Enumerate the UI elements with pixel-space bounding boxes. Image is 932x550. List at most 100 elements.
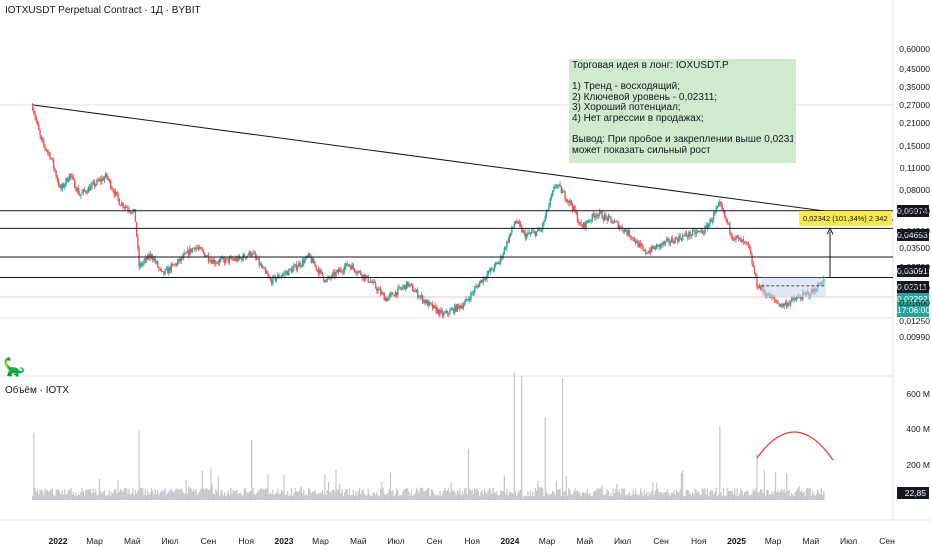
volume-curve[interactable] xyxy=(756,431,834,461)
candle-body xyxy=(794,299,797,301)
trendline[interactable] xyxy=(32,104,894,221)
volume-bar xyxy=(159,492,161,500)
candle-body xyxy=(491,268,493,270)
volume-bar xyxy=(540,486,543,500)
candle-body xyxy=(502,253,504,258)
volume-bar xyxy=(332,489,335,500)
volume-bar xyxy=(503,475,505,500)
measure-label[interactable]: 0,02342 (101,34%) 2 342 xyxy=(799,211,892,226)
volume-bar xyxy=(480,492,482,500)
candle-body xyxy=(134,209,137,222)
level-tag[interactable]: 0,05974 xyxy=(897,205,929,217)
candle-body xyxy=(726,218,728,224)
volume-bar xyxy=(621,487,623,500)
volume-bar xyxy=(92,488,94,500)
level-tag[interactable]: 0,03091 xyxy=(897,265,929,277)
volume-bar xyxy=(314,489,316,500)
volume-bar xyxy=(341,489,343,500)
volume-bar xyxy=(152,490,154,500)
volume-bar xyxy=(399,495,401,500)
candle-body xyxy=(569,200,571,203)
candle-body xyxy=(66,178,68,182)
candle-body xyxy=(309,253,311,258)
volume-bar xyxy=(604,495,606,500)
volume-bar xyxy=(445,490,447,500)
candle-body xyxy=(518,221,520,224)
candle-body xyxy=(581,226,584,228)
volume-bar xyxy=(103,489,106,500)
volume-bar xyxy=(652,482,654,500)
volume-bar xyxy=(446,490,449,500)
candle-body xyxy=(658,244,660,248)
candle-body xyxy=(451,308,454,310)
volume-bar xyxy=(543,496,545,500)
candle-body xyxy=(273,275,275,277)
candle-body xyxy=(95,184,97,187)
volume-bar xyxy=(722,487,725,500)
candle-body xyxy=(584,222,586,228)
volume-bar xyxy=(810,496,813,500)
volume-pane-title[interactable]: Объём · IOTX xyxy=(5,385,70,396)
candle-body xyxy=(367,275,369,282)
candle-body xyxy=(340,269,342,272)
volume-bar xyxy=(568,487,570,500)
candle-body xyxy=(130,212,133,214)
volume-bar xyxy=(420,488,423,500)
volume-bar xyxy=(469,488,471,500)
volume-bar xyxy=(221,489,223,500)
volume-bar xyxy=(595,490,597,500)
volume-bar xyxy=(800,490,803,500)
candle-body xyxy=(435,306,437,313)
candle-body xyxy=(781,303,783,306)
candle-body xyxy=(321,271,324,277)
idea-point: 2) Ключевой уровень - 0,02311; xyxy=(572,92,718,103)
volume-bar xyxy=(466,494,468,500)
candle-body xyxy=(700,230,702,232)
volume-bar xyxy=(38,494,40,500)
volume-bar xyxy=(511,492,513,500)
candle-body xyxy=(480,279,482,283)
candle-body xyxy=(714,211,716,214)
candle-body xyxy=(126,206,128,208)
volume-bar xyxy=(222,495,224,500)
level-tag[interactable]: 0,02311 xyxy=(897,281,929,293)
candle-body xyxy=(446,310,449,314)
volume-bar xyxy=(336,490,338,500)
candle-body xyxy=(278,275,280,278)
candle-body xyxy=(673,242,675,244)
candle-body xyxy=(189,248,191,256)
candle-body xyxy=(361,275,363,279)
trade-idea-note[interactable]: Торговая идея в лонг: IOXUSDT.P 1) Тренд… xyxy=(569,59,796,163)
volume-bar xyxy=(609,496,611,500)
volume-bar xyxy=(60,494,62,500)
volume-bar xyxy=(475,489,477,500)
volume-bar xyxy=(661,491,663,500)
candle-body xyxy=(182,254,185,259)
range-box[interactable] xyxy=(761,277,826,297)
last-price-tag[interactable]: 0,02292 17:06:00 xyxy=(897,293,930,317)
volume-bar xyxy=(72,491,75,500)
volume-bar xyxy=(119,488,122,500)
candle-body xyxy=(712,213,715,220)
volume-bar xyxy=(254,495,257,500)
volume-bar xyxy=(240,492,242,500)
volume-bar xyxy=(497,495,499,500)
volume-bar xyxy=(110,495,112,500)
volume-bar xyxy=(706,488,709,500)
volume-bar xyxy=(470,491,472,500)
candle-body xyxy=(223,259,226,263)
candle-body xyxy=(461,305,463,308)
candle-body xyxy=(436,309,439,313)
candle-body xyxy=(362,274,364,279)
volume-bar xyxy=(492,488,494,500)
candle-body xyxy=(657,244,659,246)
timeframe[interactable]: 1Д xyxy=(150,5,163,16)
volume-bar xyxy=(280,489,283,500)
level-tag[interactable]: 0,04653 xyxy=(897,229,929,241)
candle-body xyxy=(426,300,429,307)
volume-bar xyxy=(771,491,773,500)
candle-body xyxy=(341,271,343,273)
volume-bar xyxy=(277,488,279,500)
candle-body xyxy=(783,304,785,307)
